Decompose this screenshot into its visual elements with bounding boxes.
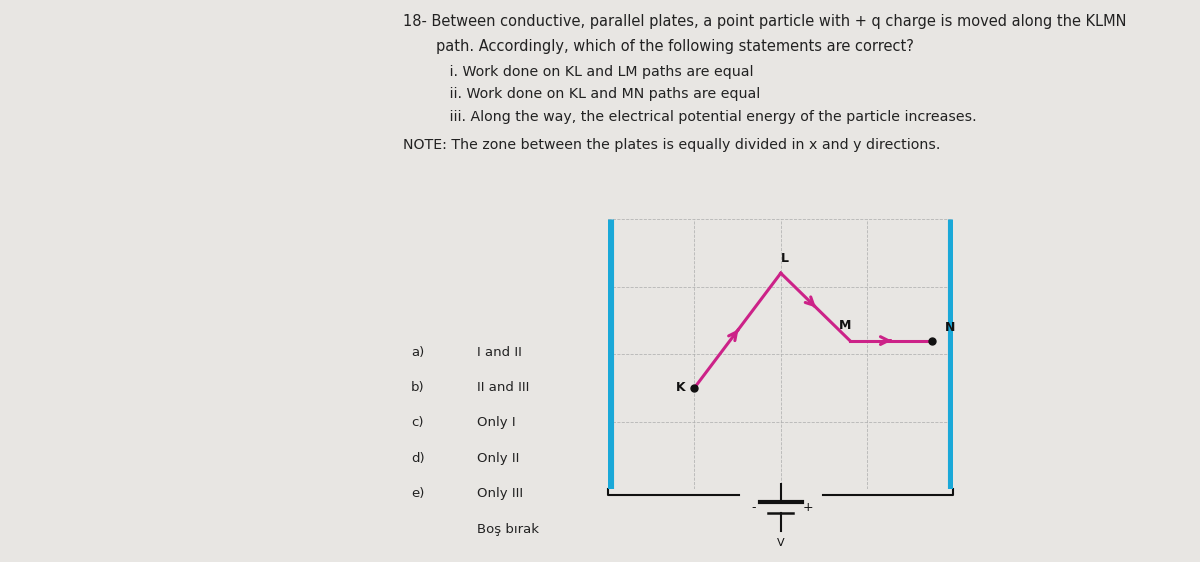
Text: i. Work done on KL and LM paths are equal: i. Work done on KL and LM paths are equa… — [436, 65, 754, 79]
Text: L: L — [781, 252, 790, 265]
Text: ii. Work done on KL and MN paths are equal: ii. Work done on KL and MN paths are equ… — [436, 87, 760, 101]
Text: Boş bırak: Boş bırak — [476, 523, 539, 536]
Text: d): d) — [410, 452, 425, 465]
Text: c): c) — [410, 416, 424, 429]
Text: Only II: Only II — [476, 452, 520, 465]
Text: II and III: II and III — [476, 381, 529, 394]
Text: e): e) — [410, 487, 425, 500]
Text: iii. Along the way, the electrical potential energy of the particle increases.: iii. Along the way, the electrical poten… — [436, 110, 976, 124]
Text: K: K — [677, 381, 686, 395]
Text: NOTE: The zone between the plates is equally divided in x and y directions.: NOTE: The zone between the plates is equ… — [403, 138, 940, 152]
Text: Only I: Only I — [476, 416, 515, 429]
Text: I and II: I and II — [476, 346, 522, 359]
Text: -: - — [751, 501, 756, 514]
Text: M: M — [839, 319, 852, 333]
Text: b): b) — [410, 381, 425, 394]
Text: Only III: Only III — [476, 487, 523, 500]
Text: N: N — [944, 321, 955, 334]
Text: +: + — [803, 501, 814, 514]
Text: V: V — [776, 538, 785, 548]
Text: 18- Between conductive, parallel plates, a point particle with + q charge is mov: 18- Between conductive, parallel plates,… — [403, 14, 1126, 29]
Text: a): a) — [410, 346, 424, 359]
Text: path. Accordingly, which of the following statements are correct?: path. Accordingly, which of the followin… — [436, 39, 913, 55]
